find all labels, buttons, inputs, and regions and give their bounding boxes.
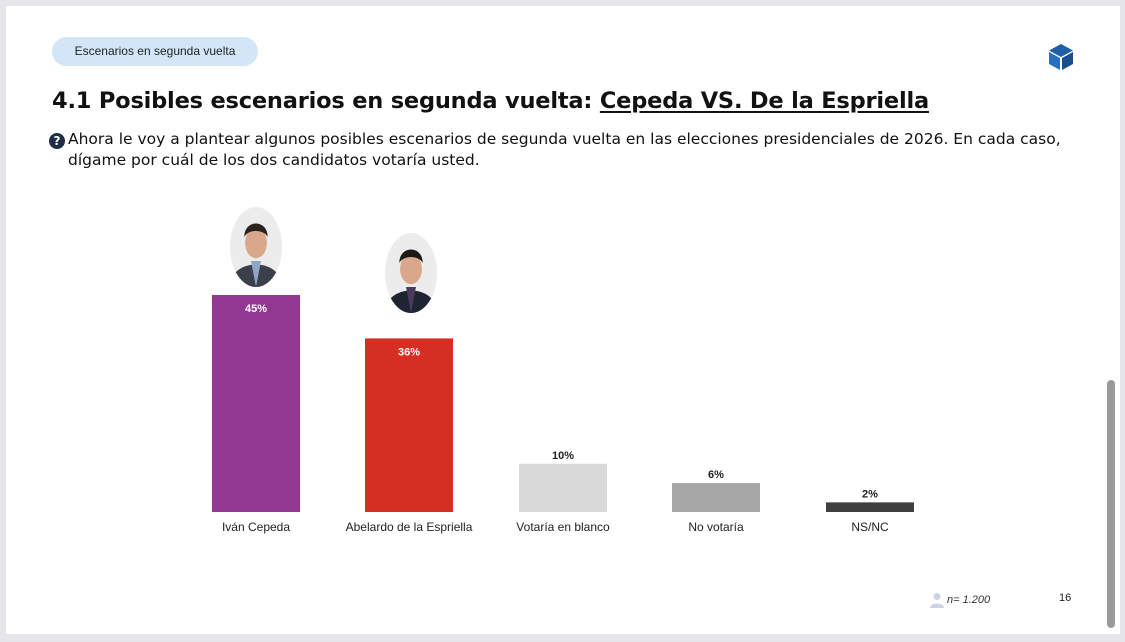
data-label-3: 6% [708, 469, 724, 481]
category-label-4: NS/NC [851, 520, 889, 534]
data-label-0: 45% [245, 303, 267, 315]
person-icon [930, 593, 944, 608]
cube-icon [1049, 44, 1073, 70]
category-label-2: Votaría en blanco [516, 520, 610, 534]
question-mark-icon: ? [49, 133, 65, 149]
data-label-2: 10% [552, 450, 574, 462]
title-prefix: 4.1 Posibles escenarios en segunda vuelt… [52, 88, 600, 114]
bar-0 [212, 295, 300, 512]
page-title: 4.1 Posibles escenarios en segunda vuelt… [52, 88, 929, 114]
bar-2 [519, 463, 607, 512]
sample-size: n= 1.200 [930, 592, 990, 608]
category-label-1: Abelardo de la Espriella [346, 520, 473, 534]
title-matchup: Cepeda VS. De la Espriella [599, 88, 929, 114]
data-label-4: 2% [862, 488, 878, 500]
candidate-photo-1 [385, 233, 437, 313]
scrollbar[interactable] [1107, 380, 1115, 628]
slide: Escenarios en segunda vuelta 4.1 Posible… [6, 6, 1120, 634]
bar-3 [672, 483, 760, 512]
category-label-3: No votaría [688, 520, 744, 534]
question-text: Ahora le voy a plantear algunos posibles… [68, 130, 1061, 169]
bar-4 [826, 502, 914, 512]
page-number: 16 [1059, 592, 1072, 604]
candidate-photo-0 [230, 207, 282, 287]
category-label-0: Iván Cepeda [222, 520, 290, 534]
bar-chart: 45% Iván Cepeda 36% Abelardo de la Espriell… [212, 207, 914, 534]
data-label-1: 36% [398, 346, 420, 358]
sample-size-text: n= 1.200 [947, 593, 991, 606]
bar-1 [365, 338, 453, 512]
section-tag: Escenarios en segunda vuelta [52, 37, 258, 66]
